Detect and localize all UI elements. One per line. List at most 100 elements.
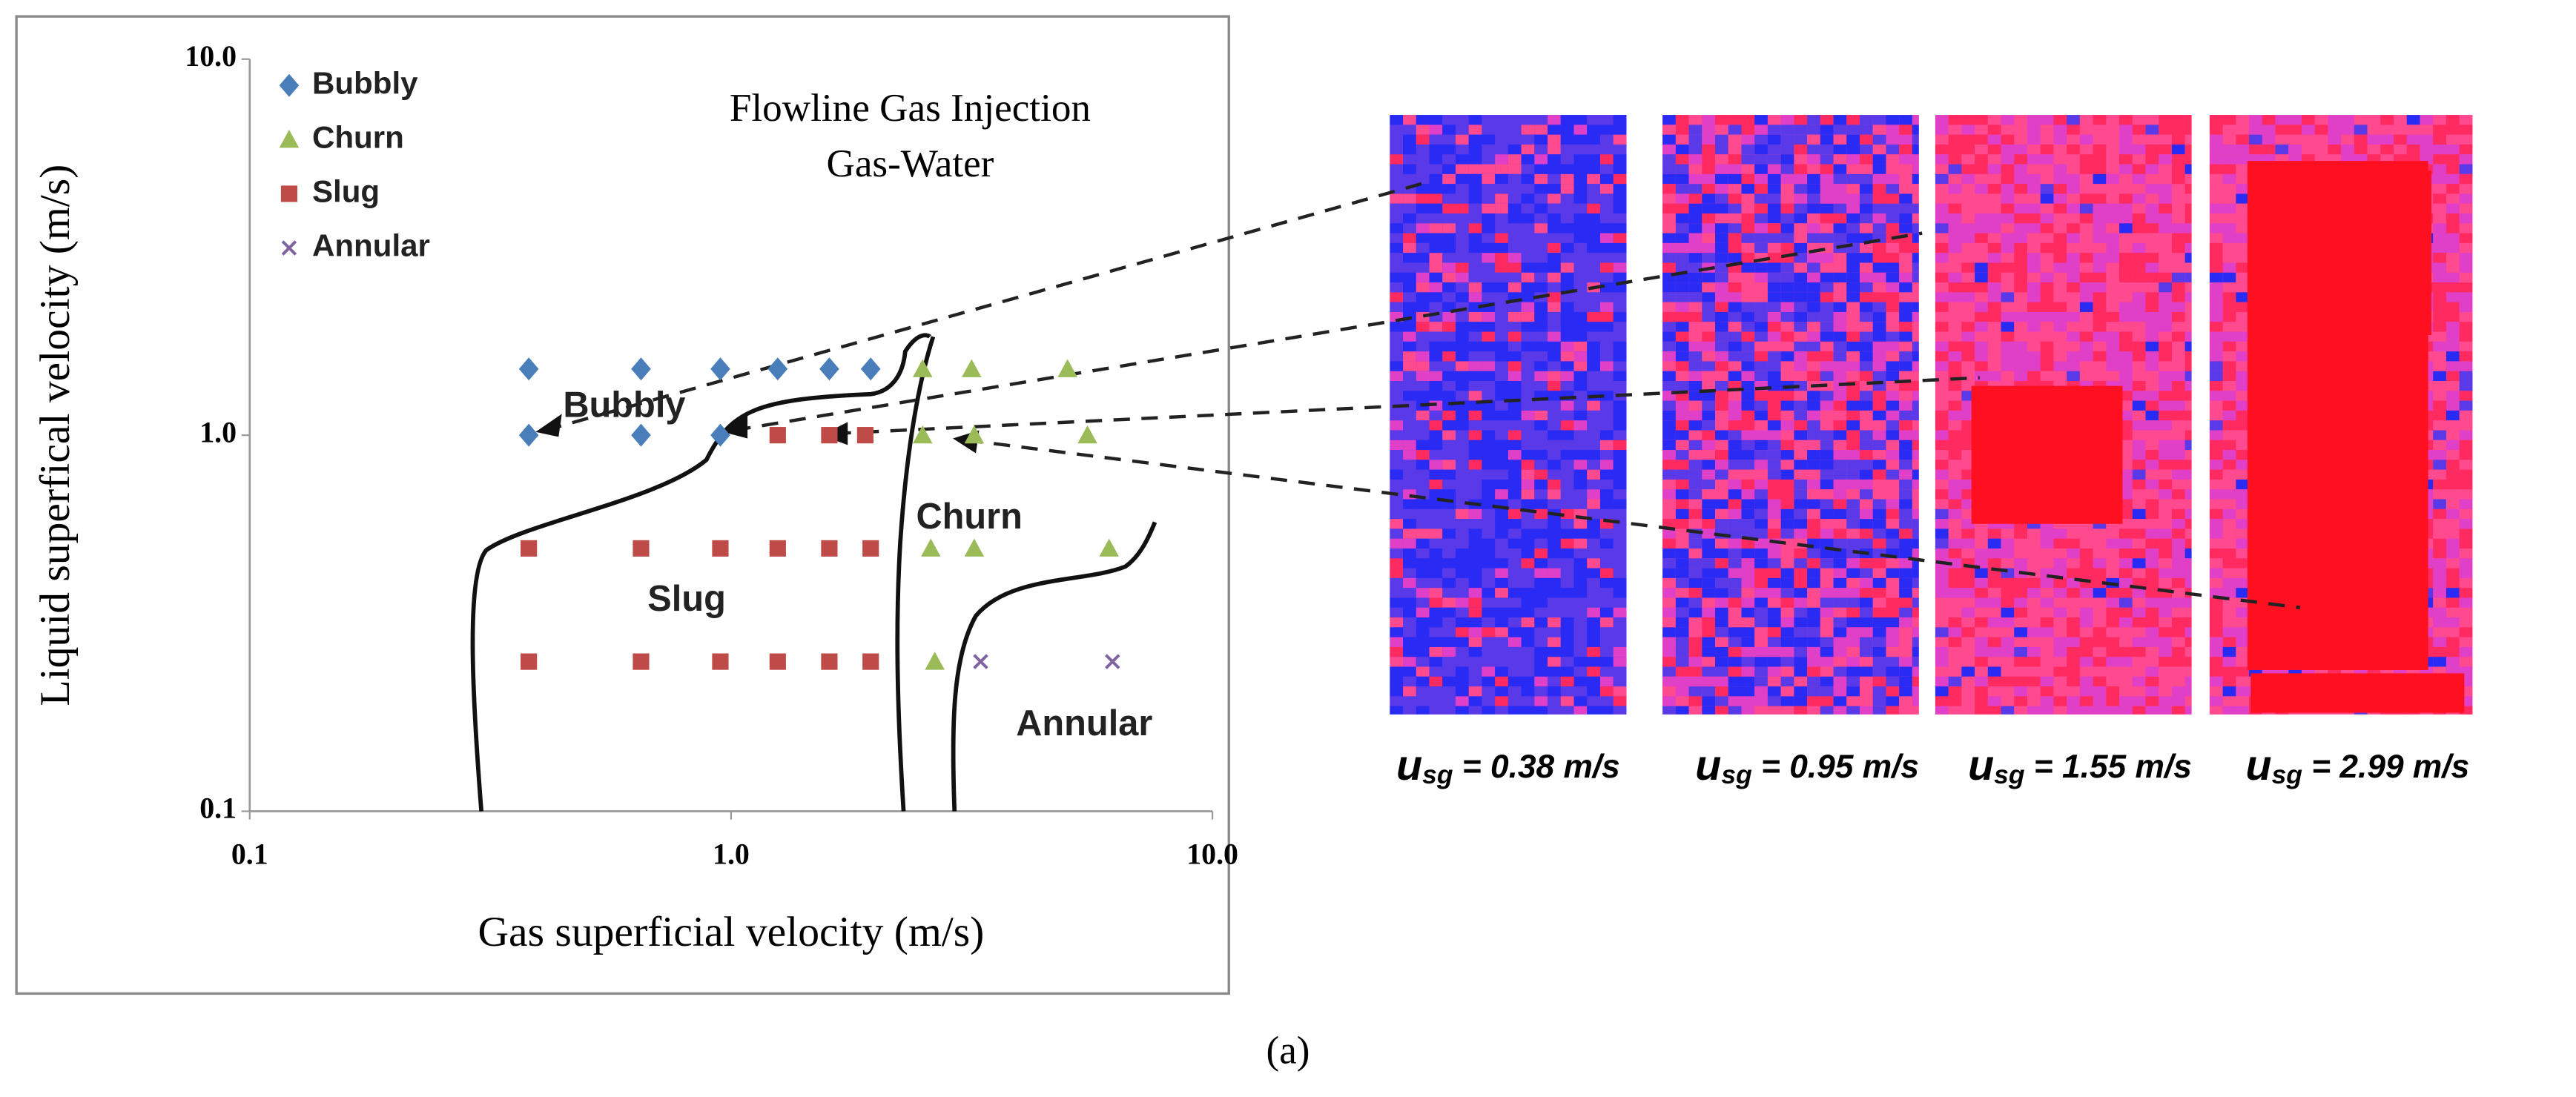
heatmap-cell bbox=[1935, 144, 1949, 155]
heatmap-cell bbox=[1599, 548, 1614, 559]
heatmap-cell bbox=[1534, 223, 1548, 233]
heatmap-cell bbox=[2067, 676, 2080, 687]
heatmap-cell bbox=[1860, 489, 1873, 500]
heatmap-cell bbox=[1860, 193, 1873, 204]
heatmap-cell bbox=[1741, 253, 1755, 263]
heatmap-cell bbox=[1455, 627, 1469, 637]
heatmap-cell bbox=[1587, 292, 1600, 302]
heatmap-cell bbox=[1846, 519, 1860, 529]
heatmap-cell bbox=[1482, 637, 1496, 647]
heatmap-cell bbox=[1961, 184, 1975, 194]
heatmap-cell bbox=[1390, 410, 1404, 421]
heatmap-cell bbox=[1846, 686, 1860, 697]
heatmap-cell bbox=[1833, 173, 1847, 185]
heatmap-cell bbox=[1935, 528, 1949, 539]
heatmap-cell bbox=[1741, 341, 1755, 352]
heatmap-cell bbox=[1948, 460, 1962, 470]
heatmap-cell bbox=[1560, 528, 1574, 539]
heatmap-cell bbox=[2222, 588, 2236, 598]
heatmaps bbox=[1390, 115, 2473, 715]
heatmap-cell bbox=[2067, 686, 2080, 697]
heatmap-cell bbox=[1767, 292, 1781, 302]
heatmap-cell bbox=[1833, 331, 1847, 342]
heatmap-cell bbox=[2433, 322, 2446, 332]
heatmap-cell bbox=[2014, 282, 2028, 293]
heatmap-cell bbox=[1702, 203, 1716, 214]
heatmap-cell bbox=[1912, 292, 1919, 302]
heatmap-cell bbox=[2184, 430, 2192, 440]
heatmap-cell bbox=[1688, 706, 1703, 715]
heatmap-cell bbox=[1820, 469, 1834, 480]
heatmap-cell bbox=[1912, 607, 1919, 618]
heatmap-cell bbox=[2236, 519, 2250, 529]
heatmap-cell bbox=[1715, 676, 1728, 687]
heatmap-cell bbox=[2171, 430, 2185, 440]
heatmap-cell bbox=[2014, 637, 2028, 647]
heatmap-cell bbox=[1613, 430, 1627, 440]
heatmap-cell bbox=[1767, 184, 1781, 194]
heatmap-cell bbox=[1886, 460, 1900, 470]
heatmap-cell bbox=[1872, 686, 1886, 697]
heatmap-cell bbox=[2093, 134, 2107, 145]
heatmap-cell bbox=[1468, 351, 1482, 362]
heatmap-cell bbox=[2445, 489, 2460, 500]
heatmap-cell bbox=[1495, 538, 1508, 548]
heatmap-cell bbox=[1468, 381, 1482, 391]
heatmap-cell bbox=[2014, 646, 2028, 657]
heatmap-cell bbox=[1468, 469, 1482, 480]
heatmap-cell bbox=[1860, 637, 1873, 647]
arrowhead bbox=[722, 414, 748, 439]
heatmap-cell bbox=[2236, 351, 2250, 362]
heatmap-cell bbox=[2145, 430, 2159, 440]
heatmap-cell bbox=[1662, 262, 1676, 273]
heatmap-cell bbox=[1715, 311, 1728, 322]
heatmap-cell bbox=[1860, 420, 1873, 431]
heatmap-cell bbox=[1846, 460, 1860, 470]
point bbox=[1099, 538, 1120, 557]
heatmap-cell bbox=[2132, 607, 2146, 618]
heatmap-cell bbox=[1560, 322, 1574, 332]
heatmap-cell bbox=[1507, 588, 1522, 598]
heatmap-cell bbox=[1860, 469, 1873, 480]
heatmap-cell bbox=[1675, 430, 1689, 440]
heatmap-cell bbox=[1794, 528, 1808, 539]
heatmap-cell bbox=[2159, 242, 2172, 253]
heatmap-cell bbox=[1833, 528, 1847, 539]
heatmap-cell bbox=[1599, 164, 1614, 174]
heatmap-cell bbox=[2209, 499, 2223, 509]
heatmap-cell bbox=[1573, 184, 1588, 194]
heatmap-cell bbox=[1780, 657, 1794, 667]
heatmap-cell bbox=[2014, 213, 2028, 224]
heatmap-cell bbox=[1613, 450, 1627, 460]
heatmap-cell bbox=[2145, 440, 2159, 451]
heatmap-cell bbox=[1807, 588, 1820, 598]
heatmap-cell bbox=[1521, 253, 1535, 263]
heatmap-cell bbox=[1912, 479, 1919, 490]
heatmap-cell bbox=[2171, 548, 2185, 559]
heatmap-cell bbox=[1587, 144, 1600, 155]
heatmap-cell bbox=[2001, 371, 2015, 382]
heatmap-cell bbox=[2027, 686, 2041, 697]
heatmap-cell bbox=[1548, 607, 1561, 618]
heatmap-cell bbox=[1886, 627, 1900, 637]
heatmap-cell bbox=[1807, 420, 1820, 431]
heatmap-cell bbox=[1416, 499, 1430, 509]
heatmap-cell bbox=[1534, 400, 1548, 411]
heatmap-cell bbox=[1548, 450, 1561, 460]
heatmap-cell bbox=[1688, 164, 1703, 174]
heatmap-cell bbox=[1573, 154, 1588, 165]
heatmap-cell bbox=[2132, 440, 2146, 451]
heatmap-cell bbox=[1534, 233, 1548, 243]
heatmap-cell bbox=[1599, 115, 1614, 125]
heatmap-cell bbox=[2106, 302, 2120, 312]
heatmap-cell bbox=[2171, 706, 2185, 715]
heatmap-cell bbox=[1390, 607, 1404, 618]
point bbox=[862, 540, 879, 557]
heatmap-cell bbox=[1935, 460, 1949, 470]
heatmap-cell bbox=[1495, 203, 1508, 214]
heatmap-cell bbox=[2014, 627, 2028, 637]
heatmap-cell bbox=[1767, 499, 1781, 509]
heatmap-cell bbox=[1429, 508, 1443, 520]
heatmap-cell bbox=[1429, 588, 1443, 598]
heatmap-cell bbox=[1702, 410, 1716, 421]
